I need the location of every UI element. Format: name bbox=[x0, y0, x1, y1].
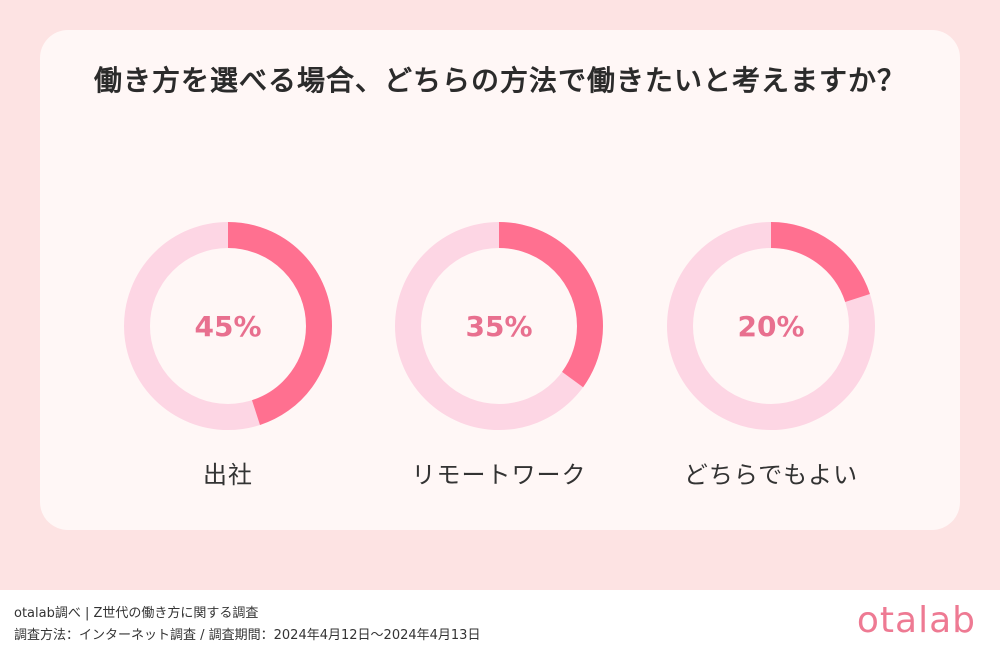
otalab-logo: otalab bbox=[856, 600, 976, 641]
donut-2: 35% bbox=[394, 221, 604, 431]
percent-label-2: 35% bbox=[465, 310, 532, 343]
donut-1: 45% bbox=[123, 221, 333, 431]
chart-card bbox=[40, 30, 960, 530]
percent-label-1: 45% bbox=[194, 310, 261, 343]
source-line-1: otalab調べ | Z世代の働き方に関する調査 bbox=[14, 606, 259, 621]
source-note: otalab調べ | Z世代の働き方に関する調査 調査方法：インターネット調査 … bbox=[14, 603, 480, 647]
donut-slice-1 bbox=[124, 222, 332, 430]
percent-label-3: 20% bbox=[737, 310, 804, 343]
footer: otalab調べ | Z世代の働き方に関する調査 調査方法：インターネット調査 … bbox=[0, 590, 1000, 657]
source-line-2: 調査方法：インターネット調査 / 調査期間：2024年4月12日〜2024年4月… bbox=[14, 628, 481, 643]
donut-svg-1: 45% bbox=[124, 222, 332, 430]
category-label-1: 出社 bbox=[203, 461, 253, 489]
donut-slice-3 bbox=[667, 222, 875, 430]
donut-svg-3: 20% bbox=[667, 222, 875, 430]
donut-svg-2: 35% bbox=[395, 222, 603, 430]
donut-slice-2 bbox=[395, 222, 603, 430]
category-label-2: リモートワーク bbox=[411, 461, 587, 489]
category-label-3: どちらでもよい bbox=[683, 461, 859, 489]
chart-title: 働き方を選べる場合、どちらの方法で働きたいと考えますか？ bbox=[93, 64, 906, 97]
donut-3: 20% bbox=[666, 221, 876, 431]
